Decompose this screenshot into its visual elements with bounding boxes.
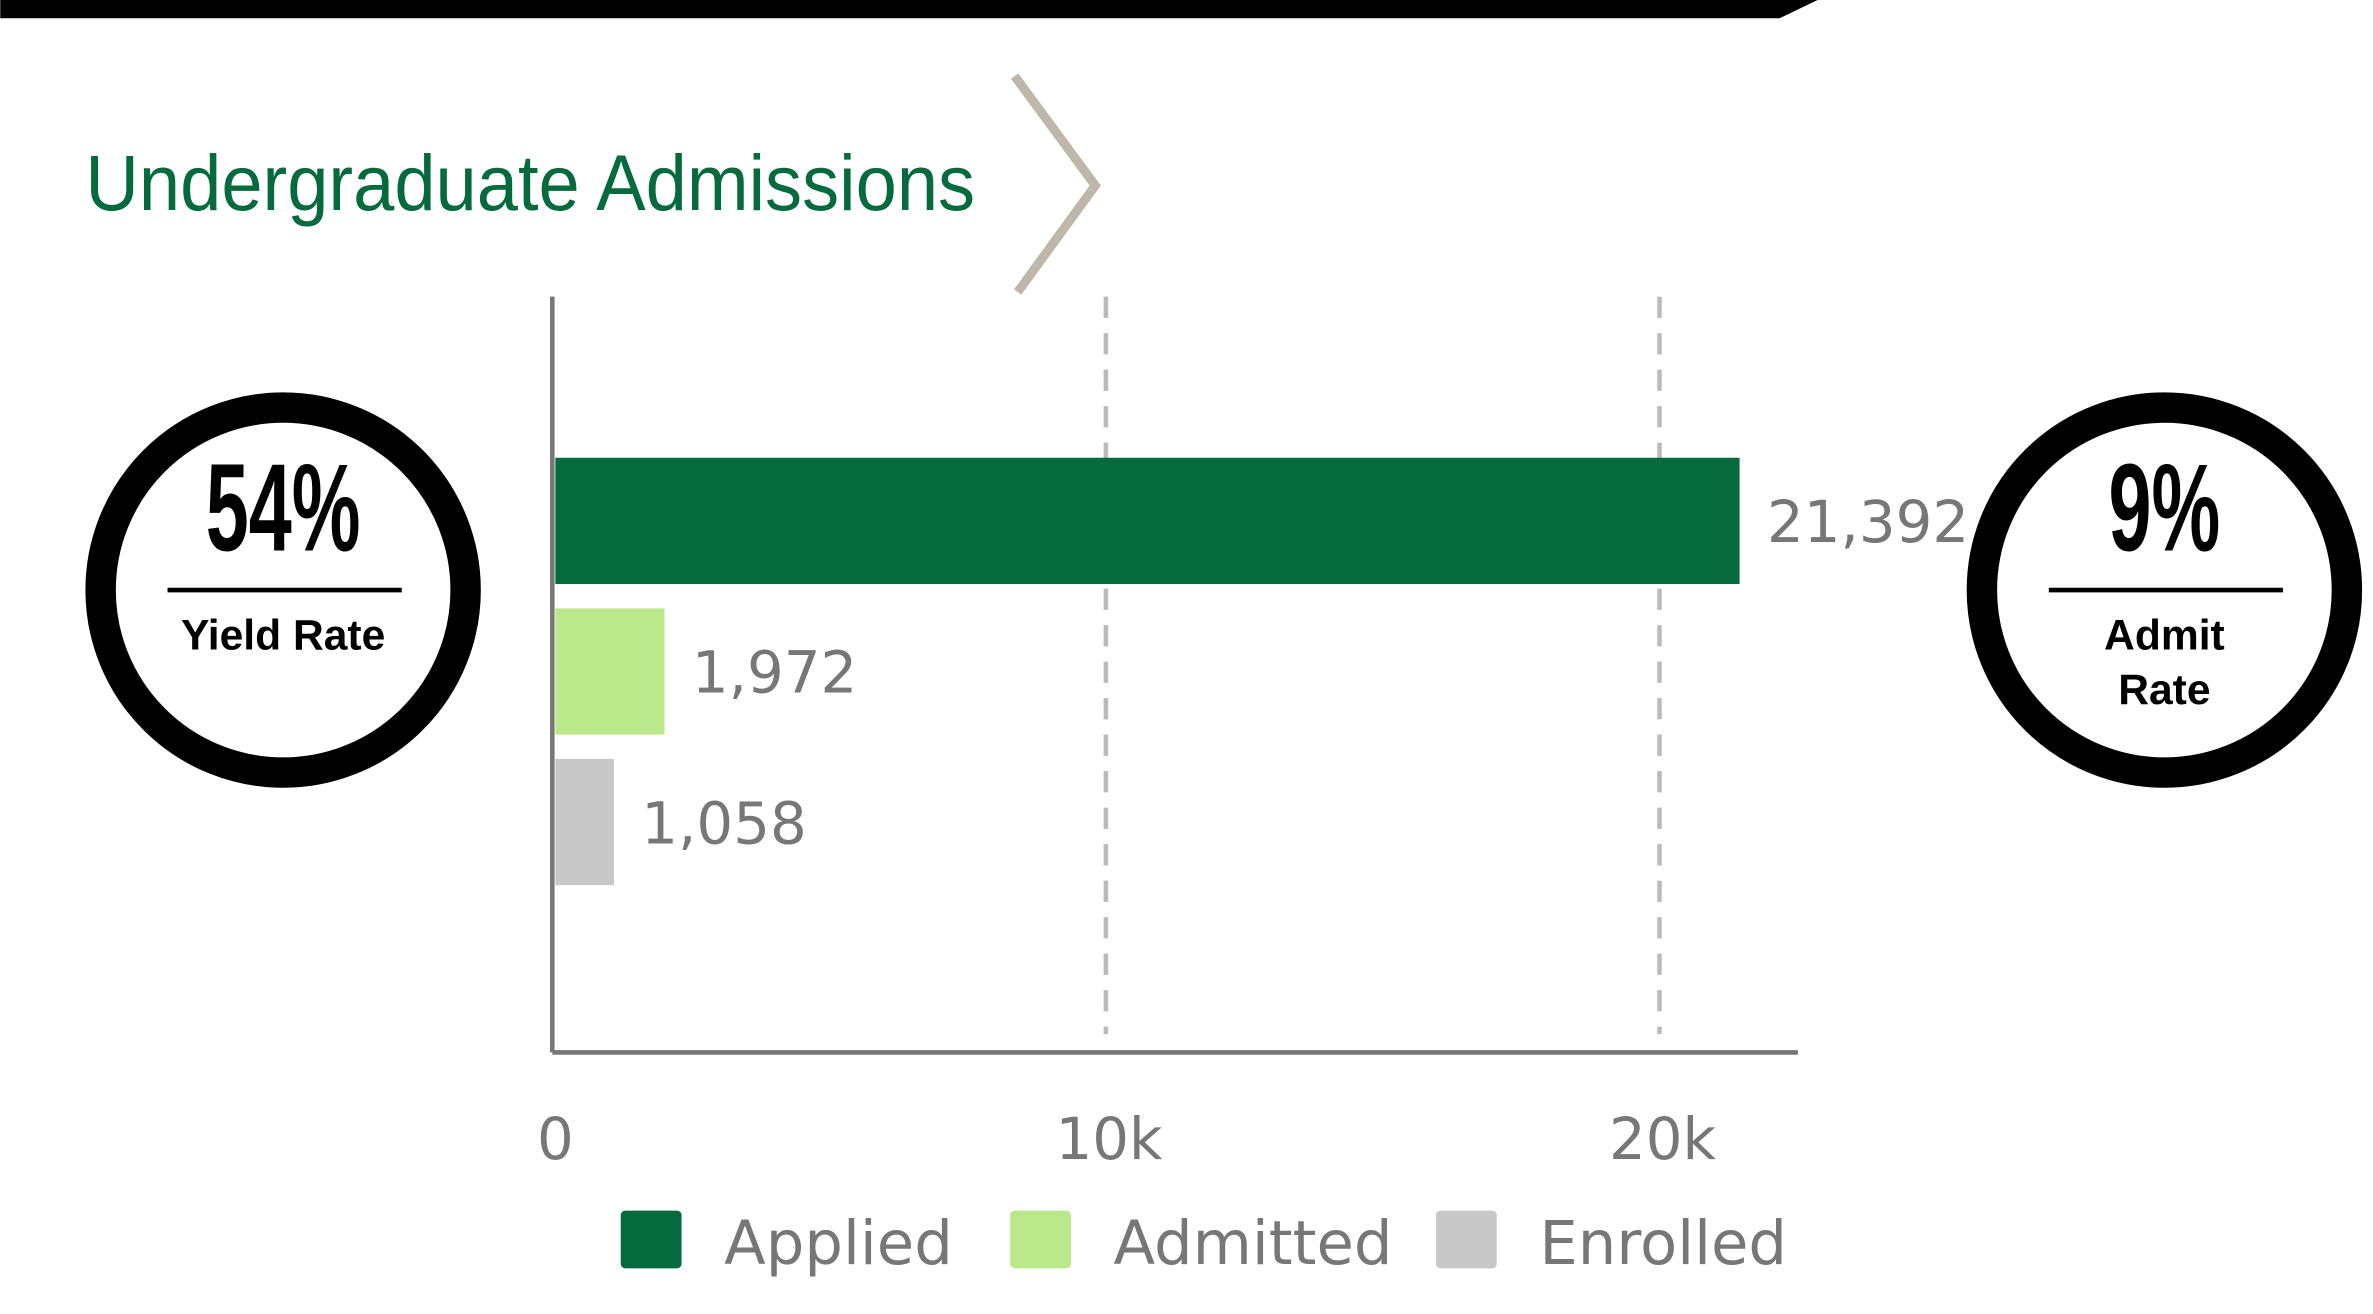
stat-value: 9% [2109, 438, 2221, 577]
legend-label: Enrolled [1539, 1209, 1787, 1279]
data-label: 1,058 [641, 789, 806, 857]
bar [555, 758, 614, 886]
bar [555, 608, 665, 735]
legend-label: Admitted [1114, 1209, 1393, 1279]
legend-swatch [1010, 1210, 1071, 1269]
x-tick-label: 20k [1609, 1105, 1717, 1173]
top-bar [0, 0, 1818, 19]
stat-value: 54% [206, 438, 361, 577]
stat-label: Yield Rate [180, 611, 386, 659]
stat-label-box: Yield Rate [180, 611, 386, 659]
stat-label-box: Admit Rate [2104, 611, 2225, 714]
legend-swatch [1435, 1210, 1497, 1269]
legend-label: Applied [724, 1209, 953, 1279]
bar [555, 457, 1740, 584]
stat-label: Admit Rate [2104, 611, 2225, 714]
data-label: 1,972 [692, 639, 857, 707]
chart-title: Undergraduate Admissions [85, 138, 975, 227]
legend-swatch [620, 1210, 682, 1269]
data-label: 21,392 [1767, 488, 1969, 556]
x-tick-label: 10k [1055, 1105, 1163, 1173]
chevron [1010, 73, 1101, 295]
x-tick-label: 0 [537, 1105, 574, 1173]
